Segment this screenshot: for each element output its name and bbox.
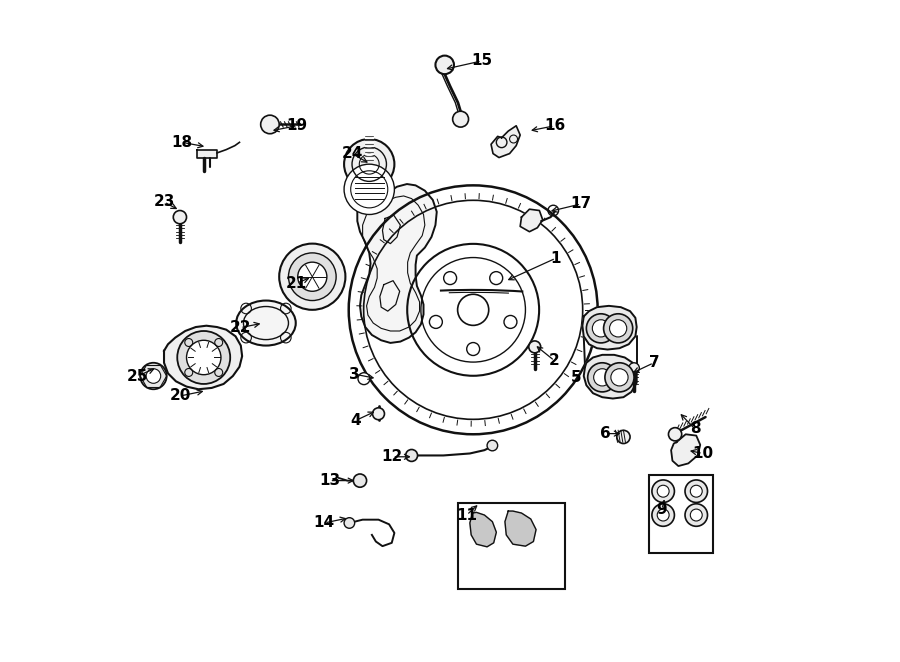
Circle shape bbox=[587, 314, 616, 343]
Polygon shape bbox=[582, 306, 636, 350]
Circle shape bbox=[609, 320, 626, 337]
Circle shape bbox=[298, 262, 327, 291]
Circle shape bbox=[657, 485, 669, 497]
Circle shape bbox=[685, 480, 707, 502]
Circle shape bbox=[146, 369, 161, 383]
Polygon shape bbox=[197, 150, 217, 158]
Circle shape bbox=[629, 363, 639, 373]
Text: 4: 4 bbox=[351, 413, 361, 428]
Text: 3: 3 bbox=[348, 367, 359, 381]
Circle shape bbox=[177, 331, 230, 384]
Circle shape bbox=[186, 340, 220, 375]
Circle shape bbox=[611, 369, 628, 386]
Circle shape bbox=[174, 211, 186, 224]
Bar bbox=[458, 503, 565, 589]
Circle shape bbox=[487, 440, 498, 451]
Circle shape bbox=[344, 139, 394, 189]
Text: 11: 11 bbox=[456, 508, 477, 522]
Circle shape bbox=[354, 474, 366, 487]
Circle shape bbox=[140, 363, 166, 389]
Text: 7: 7 bbox=[649, 355, 659, 370]
Circle shape bbox=[594, 369, 611, 386]
Circle shape bbox=[690, 485, 702, 497]
Text: 18: 18 bbox=[171, 135, 193, 150]
Circle shape bbox=[289, 253, 336, 301]
Polygon shape bbox=[164, 326, 242, 389]
Polygon shape bbox=[357, 184, 436, 343]
Circle shape bbox=[436, 56, 454, 74]
Circle shape bbox=[529, 341, 541, 353]
Circle shape bbox=[588, 363, 617, 392]
Circle shape bbox=[652, 504, 674, 526]
Circle shape bbox=[358, 373, 370, 385]
Circle shape bbox=[453, 111, 469, 127]
Polygon shape bbox=[491, 126, 520, 158]
Circle shape bbox=[344, 164, 394, 214]
Text: 21: 21 bbox=[286, 276, 307, 291]
Bar bbox=[649, 475, 714, 553]
Circle shape bbox=[616, 430, 630, 444]
Circle shape bbox=[604, 314, 633, 343]
Circle shape bbox=[657, 509, 669, 521]
Circle shape bbox=[605, 363, 634, 392]
Text: 19: 19 bbox=[286, 118, 307, 133]
Text: 9: 9 bbox=[656, 502, 667, 517]
Circle shape bbox=[279, 244, 346, 310]
Polygon shape bbox=[470, 512, 496, 547]
Text: 6: 6 bbox=[600, 426, 611, 441]
Polygon shape bbox=[505, 511, 536, 546]
Text: 20: 20 bbox=[170, 389, 192, 403]
Text: 12: 12 bbox=[382, 449, 403, 464]
Text: 23: 23 bbox=[153, 195, 175, 209]
Circle shape bbox=[406, 449, 418, 461]
Ellipse shape bbox=[236, 301, 296, 346]
Circle shape bbox=[685, 504, 707, 526]
Polygon shape bbox=[584, 355, 636, 399]
Circle shape bbox=[652, 480, 674, 502]
Circle shape bbox=[373, 408, 384, 420]
Text: 22: 22 bbox=[230, 320, 251, 335]
Text: 17: 17 bbox=[571, 197, 591, 211]
Circle shape bbox=[261, 115, 279, 134]
Text: 16: 16 bbox=[544, 118, 565, 133]
Text: 5: 5 bbox=[571, 370, 581, 385]
Circle shape bbox=[344, 518, 355, 528]
Text: 24: 24 bbox=[341, 146, 363, 161]
Text: 14: 14 bbox=[314, 516, 335, 530]
Text: 8: 8 bbox=[689, 422, 700, 436]
Text: 1: 1 bbox=[551, 251, 562, 265]
Circle shape bbox=[690, 509, 702, 521]
Polygon shape bbox=[520, 209, 543, 232]
Circle shape bbox=[669, 428, 681, 441]
Text: 25: 25 bbox=[127, 369, 148, 383]
Text: 10: 10 bbox=[692, 446, 714, 461]
Circle shape bbox=[592, 320, 609, 337]
Text: 2: 2 bbox=[549, 354, 560, 368]
Text: 15: 15 bbox=[472, 54, 492, 68]
Polygon shape bbox=[671, 434, 700, 466]
Text: 13: 13 bbox=[319, 473, 340, 488]
